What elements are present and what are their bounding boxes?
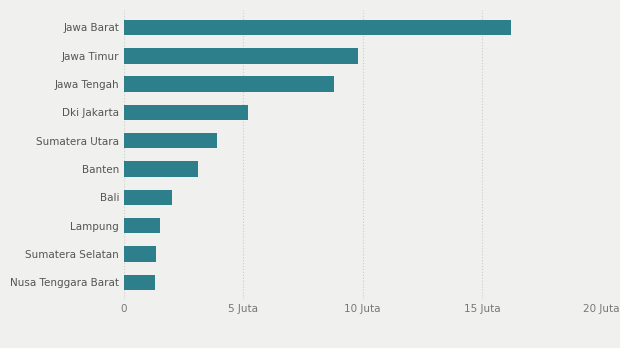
Bar	[124, 246, 156, 262]
Bar	[124, 161, 198, 177]
Bar	[124, 19, 511, 35]
Bar	[124, 76, 334, 92]
Bar	[124, 105, 248, 120]
Bar	[124, 218, 160, 234]
Bar	[124, 275, 155, 290]
Bar	[124, 48, 358, 64]
Bar	[124, 133, 217, 149]
Bar	[124, 190, 172, 205]
